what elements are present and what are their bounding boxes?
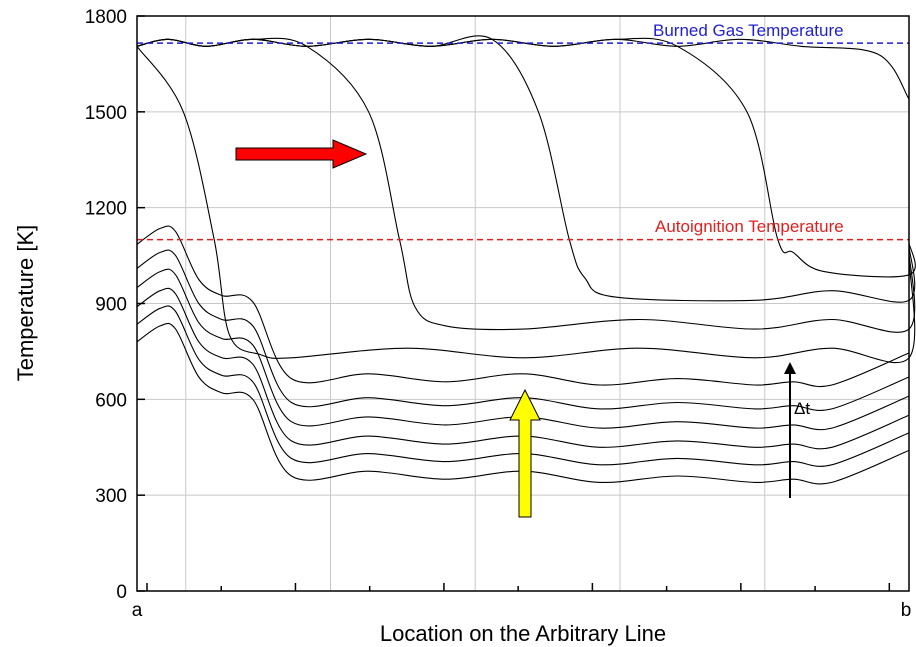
x-tick-label-b: b — [901, 600, 912, 621]
y-tick-label-4: 1200 — [85, 199, 127, 220]
y-axis-title: Temperature [K] — [13, 225, 38, 382]
heating-profile-5 — [136, 225, 910, 388]
heating-profile-2 — [136, 287, 910, 450]
heating-profile-1 — [136, 305, 910, 467]
heating-profile-0 — [136, 322, 910, 485]
y-tick-label-0: 0 — [116, 582, 127, 603]
y-tick-label-2: 600 — [95, 390, 127, 411]
burned-gas-label: Burned Gas Temperature — [653, 21, 844, 40]
flame-profile-0 — [136, 45, 916, 364]
delta-t-label: Δt — [794, 399, 810, 418]
autoignition-label: Autoignition Temperature — [655, 217, 844, 236]
delta-t-arrow-head — [784, 362, 796, 374]
heating-profile-3 — [136, 268, 910, 431]
y-tick-label-5: 1500 — [85, 103, 127, 124]
heating-profile-4 — [136, 249, 910, 411]
red-flame-arrow — [235, 139, 368, 169]
temperature-profiles — [136, 35, 916, 485]
y-tick-label-6: 1800 — [85, 7, 127, 28]
y-tick-label-1: 300 — [95, 486, 127, 507]
x-axis-title: Location on the Arbitrary Line — [380, 621, 666, 646]
x-tick-label-a: a — [132, 600, 143, 621]
annotation-arrows: Δt — [235, 139, 810, 518]
axis-ticks — [137, 15, 891, 592]
yellow-heating-arrow — [509, 388, 541, 518]
y-tick-labels: 0 300 600 900 1200 1500 1800 — [85, 7, 127, 603]
reference-lines — [137, 42, 909, 241]
flame-profile-4 — [136, 38, 910, 100]
y-tick-label-3: 900 — [95, 295, 127, 316]
flame-profile-2 — [136, 35, 916, 303]
